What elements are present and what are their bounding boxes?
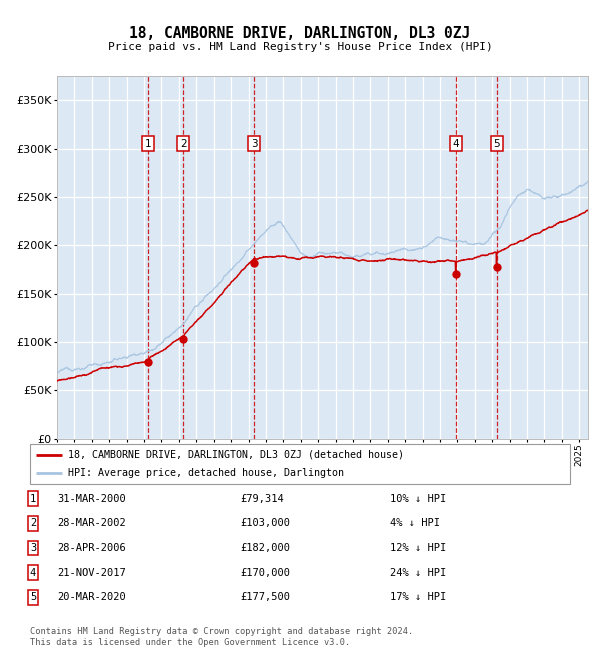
Text: 4: 4 [452, 138, 459, 149]
Text: HPI: Average price, detached house, Darlington: HPI: Average price, detached house, Darl… [68, 469, 344, 478]
Text: 18, CAMBORNE DRIVE, DARLINGTON, DL3 0ZJ (detached house): 18, CAMBORNE DRIVE, DARLINGTON, DL3 0ZJ … [68, 450, 404, 460]
Text: 5: 5 [493, 138, 500, 149]
Text: 3: 3 [30, 543, 36, 553]
Text: 24% ↓ HPI: 24% ↓ HPI [390, 567, 446, 578]
FancyBboxPatch shape [30, 444, 570, 484]
Text: 3: 3 [251, 138, 257, 149]
Text: £182,000: £182,000 [240, 543, 290, 553]
Text: 2: 2 [30, 518, 36, 528]
Text: 21-NOV-2017: 21-NOV-2017 [57, 567, 126, 578]
Text: 2: 2 [180, 138, 187, 149]
Text: £170,000: £170,000 [240, 567, 290, 578]
Text: Contains HM Land Registry data © Crown copyright and database right 2024.
This d: Contains HM Land Registry data © Crown c… [30, 627, 413, 647]
Text: £103,000: £103,000 [240, 518, 290, 528]
Text: 17% ↓ HPI: 17% ↓ HPI [390, 592, 446, 603]
Text: £79,314: £79,314 [240, 493, 284, 504]
Text: 28-APR-2006: 28-APR-2006 [57, 543, 126, 553]
Text: 31-MAR-2000: 31-MAR-2000 [57, 493, 126, 504]
Text: 5: 5 [30, 592, 36, 603]
Text: 1: 1 [145, 138, 152, 149]
Text: £177,500: £177,500 [240, 592, 290, 603]
Text: 1: 1 [30, 493, 36, 504]
Text: Price paid vs. HM Land Registry's House Price Index (HPI): Price paid vs. HM Land Registry's House … [107, 42, 493, 52]
Text: 18, CAMBORNE DRIVE, DARLINGTON, DL3 0ZJ: 18, CAMBORNE DRIVE, DARLINGTON, DL3 0ZJ [130, 26, 470, 41]
Text: 28-MAR-2002: 28-MAR-2002 [57, 518, 126, 528]
Text: 10% ↓ HPI: 10% ↓ HPI [390, 493, 446, 504]
Text: 12% ↓ HPI: 12% ↓ HPI [390, 543, 446, 553]
Text: 4: 4 [30, 567, 36, 578]
Text: 4% ↓ HPI: 4% ↓ HPI [390, 518, 440, 528]
Text: 20-MAR-2020: 20-MAR-2020 [57, 592, 126, 603]
